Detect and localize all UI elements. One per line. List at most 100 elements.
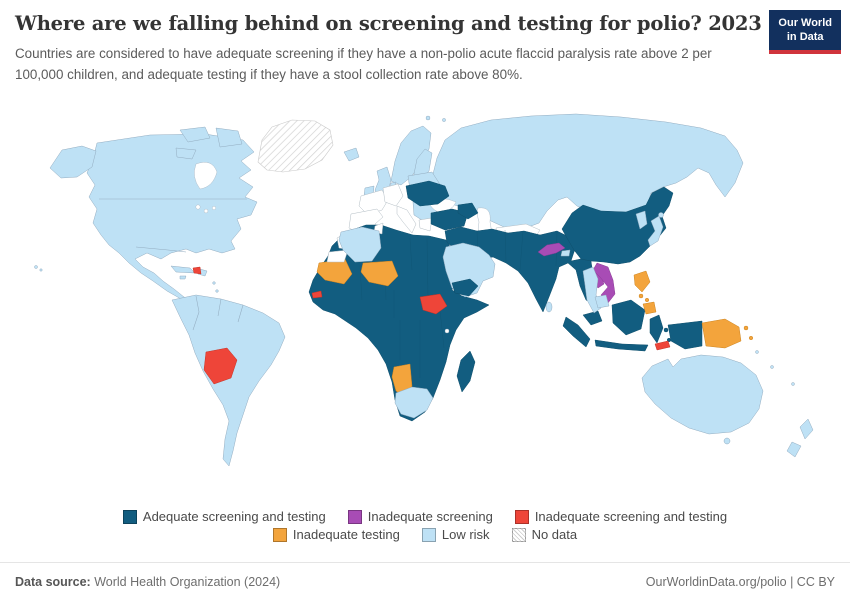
region-antilles2[interactable] — [215, 289, 219, 293]
region-java[interactable] — [594, 339, 649, 352]
map-legend: Adequate screening and testing Inadequat… — [0, 509, 850, 542]
legend-item-no-data[interactable]: No data — [511, 527, 578, 542]
legend-item-inadequate-both[interactable]: Inadequate screening and testing — [514, 509, 728, 524]
region-russia-central-asia[interactable] — [431, 113, 744, 230]
region-niger[interactable] — [360, 260, 399, 287]
no-data-swatch — [511, 527, 526, 542]
adequate-swatch — [122, 509, 137, 524]
region-iceland[interactable] — [343, 147, 360, 162]
region-italy[interactable] — [396, 205, 417, 234]
region-sumatra[interactable] — [562, 316, 591, 348]
owid-logo-line1: Our World — [778, 17, 832, 29]
region-sulawesi[interactable] — [649, 314, 664, 344]
region-yemen-over[interactable] — [451, 278, 479, 297]
legend-item-inadequate-screening[interactable]: Inadequate screening — [347, 509, 493, 524]
region-caucasus[interactable] — [457, 202, 479, 220]
region-hawaii[interactable] — [34, 265, 38, 269]
region-western-sahara[interactable] — [326, 249, 349, 263]
region-france[interactable] — [358, 189, 389, 216]
region-philippines[interactable] — [633, 270, 657, 315]
world-map-svg — [34, 113, 814, 467]
chart-title: Where are we falling behind on screening… — [15, 12, 762, 35]
region-pacific-1[interactable] — [755, 350, 759, 354]
inadequate-testing-swatch — [272, 527, 287, 542]
legend-label: No data — [531, 527, 578, 542]
region-south-sudan[interactable] — [419, 293, 448, 315]
legend-item-low-risk[interactable]: Low risk — [421, 527, 490, 542]
region-caribbean[interactable] — [170, 265, 208, 280]
region-moluccas[interactable] — [663, 327, 669, 333]
chart-header: Where are we falling behind on screening… — [15, 12, 765, 85]
region-pacific-3[interactable] — [791, 382, 795, 386]
region-greece[interactable] — [418, 217, 433, 232]
region-australia[interactable] — [641, 354, 764, 435]
region-china[interactable] — [561, 186, 674, 265]
region-new-zealand[interactable] — [786, 418, 814, 458]
borders-south-america — [192, 295, 244, 331]
region-tasmania[interactable] — [723, 437, 731, 445]
owid-logo-line2: in Data — [786, 30, 824, 43]
region-germany-central-europe[interactable] — [382, 183, 404, 207]
region-ukraine[interactable] — [405, 180, 450, 207]
great-lake-3 — [211, 205, 217, 211]
region-madagascar[interactable] — [456, 350, 476, 393]
region-sri-lanka[interactable] — [545, 301, 553, 313]
region-algeria[interactable] — [338, 226, 382, 263]
region-hawaii2[interactable] — [39, 268, 43, 272]
region-turkey[interactable] — [430, 208, 469, 231]
border-us-mexico — [135, 246, 187, 253]
region-north-america[interactable] — [86, 133, 258, 310]
legend-label: Inadequate screening and testing — [534, 509, 728, 524]
region-visayas2[interactable] — [644, 297, 650, 303]
region-svalbard[interactable] — [425, 115, 431, 121]
borders-asia — [476, 229, 558, 271]
region-svalbard2[interactable] — [442, 118, 446, 122]
data-source: Data source: World Health Organization (… — [15, 575, 280, 589]
region-south-america[interactable] — [171, 294, 286, 467]
hudson-bay — [193, 162, 218, 190]
legend-label: Inadequate testing — [292, 527, 400, 542]
region-south-africa[interactable] — [394, 386, 434, 419]
region-pacific-2[interactable] — [770, 365, 774, 369]
legend-label: Low risk — [441, 527, 490, 542]
data-source-label: Data source: — [15, 574, 91, 589]
region-africa[interactable] — [308, 224, 490, 422]
region-papua-new-guinea[interactable] — [701, 318, 742, 349]
region-antilles[interactable] — [212, 281, 216, 285]
owid-logo[interactable]: Our World in Data — [769, 10, 841, 54]
legend-item-adequate[interactable]: Adequate screening and testing — [122, 509, 326, 524]
credit-link[interactable]: OurWorldinData.org/polio | CC BY — [645, 574, 835, 589]
legend-row-1: Adequate screening and testing Inadequat… — [122, 509, 728, 524]
region-cambodia[interactable] — [594, 294, 610, 309]
region-west-new-guinea[interactable] — [667, 320, 703, 350]
legend-label: Inadequate screening — [367, 509, 493, 524]
region-bolivia[interactable] — [203, 347, 238, 385]
region-japan[interactable] — [647, 215, 664, 247]
region-hokkaido[interactable] — [658, 212, 664, 218]
region-png-islands2[interactable] — [748, 335, 754, 341]
region-guinea-bissau[interactable] — [311, 290, 323, 299]
region-malaysia[interactable] — [582, 310, 603, 326]
region-alaska[interactable] — [49, 145, 97, 179]
region-bhutan[interactable] — [560, 249, 571, 257]
chart-footer: Data source: World Health Organization (… — [0, 562, 850, 600]
legend-item-inadequate-testing[interactable]: Inadequate testing — [272, 527, 400, 542]
inadequate-screening-swatch — [347, 509, 362, 524]
region-korea[interactable] — [635, 210, 648, 230]
region-visayas[interactable] — [638, 293, 644, 299]
legend-row-2: Inadequate testing Low risk No data — [272, 527, 578, 542]
region-png-islands[interactable] — [743, 325, 749, 331]
data-source-value: World Health Organization (2024) — [90, 574, 281, 589]
great-lake-2 — [203, 208, 209, 214]
region-nepal[interactable] — [537, 242, 566, 257]
chart-subtitle: Countries are considered to have adequat… — [15, 46, 712, 82]
region-scandinavia[interactable] — [390, 125, 432, 186]
region-greenland[interactable] — [257, 119, 334, 173]
great-lake-1 — [195, 204, 201, 210]
region-arctic-islands[interactable] — [175, 126, 243, 160]
region-timor-leste[interactable] — [654, 340, 671, 351]
region-borneo[interactable] — [611, 299, 646, 336]
low-risk-swatch — [421, 527, 436, 542]
region-haiti[interactable] — [192, 266, 202, 275]
